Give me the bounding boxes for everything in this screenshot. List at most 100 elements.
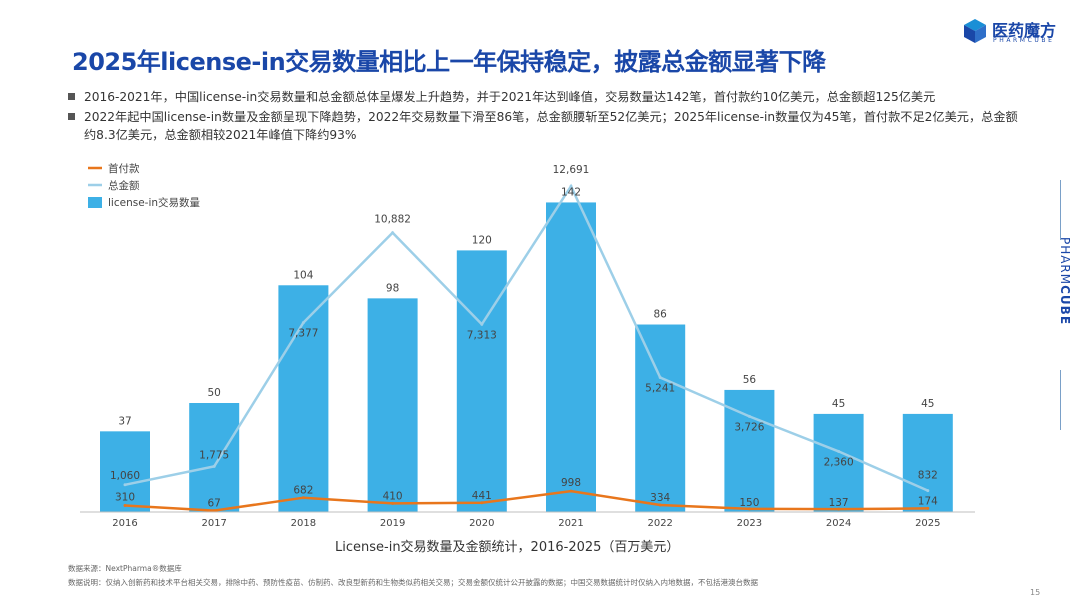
x-tick-2023: 2023 — [737, 518, 762, 529]
bar-2019 — [367, 298, 418, 512]
bar-2017 — [189, 403, 240, 512]
count-label-2023: 56 — [743, 374, 757, 386]
side-divider — [1060, 180, 1061, 240]
bullet-item: 2022年起中国license-in数量及金额呈现下降趋势，2022年交易数量下… — [68, 108, 1018, 144]
upfront-point-2016 — [123, 504, 127, 507]
total-point-2023 — [747, 414, 751, 418]
total-label-2016: 1,060 — [110, 470, 140, 482]
upfront-label-2023: 150 — [739, 497, 759, 509]
pharmcube-logo: 医药魔方 PHARMCUBE — [962, 16, 1062, 50]
upfront-label-2017: 67 — [208, 498, 221, 510]
bullet-square-icon — [68, 113, 75, 120]
upfront-label-2018: 682 — [293, 485, 313, 497]
summary-bullets: 2016-2021年，中国license-in交易数量和总金额总体呈爆发上升趋势… — [68, 88, 1018, 146]
upfront-label-2016: 310 — [115, 492, 135, 504]
upfront-point-2022 — [658, 503, 662, 507]
total-point-2016 — [123, 483, 127, 487]
count-label-2021: 142 — [561, 186, 581, 198]
upfront-label-2022: 334 — [650, 492, 670, 504]
bar-2018 — [278, 285, 329, 512]
x-tick-2022: 2022 — [647, 518, 672, 529]
bullet-text: 2022年起中国license-in数量及金额呈现下降趋势，2022年交易数量下… — [84, 110, 1018, 142]
total-label-2023: 3,726 — [734, 421, 764, 433]
logo-subtext: PHARMCUBE — [993, 37, 1055, 44]
cube-logo-icon — [964, 19, 986, 43]
upfront-line — [124, 489, 928, 512]
total-label-2021: 12,691 — [553, 164, 590, 176]
count-label-2025: 45 — [921, 398, 934, 410]
upfront-point-2017 — [212, 509, 216, 513]
total-label-2022: 5,241 — [645, 382, 675, 394]
total-label-2017: 1,775 — [199, 449, 229, 461]
x-tick-2016: 2016 — [112, 518, 137, 529]
total-label-2019: 10,882 — [374, 214, 411, 226]
upfront-point-2024 — [837, 507, 841, 511]
count-label-2022: 86 — [654, 309, 668, 321]
x-tick-2025: 2025 — [915, 518, 940, 529]
count-label-2018: 104 — [293, 269, 313, 281]
side-brand-text: PHARMCUBE — [1058, 236, 1072, 326]
upfront-point-2025 — [926, 506, 930, 510]
total-point-2025 — [926, 489, 930, 493]
total-label-2018: 7,377 — [288, 328, 318, 340]
bar-2022 — [635, 324, 686, 512]
x-tick-2017: 2017 — [201, 518, 226, 529]
bar-2020 — [456, 250, 507, 512]
total-point-2021 — [569, 184, 573, 188]
side-brand: PHARMCUBE — [1050, 180, 1072, 430]
bullet-square-icon — [68, 93, 75, 100]
total-label-2024: 2,360 — [824, 456, 854, 468]
bar-2021 — [546, 202, 596, 512]
upfront-point-2021 — [569, 489, 573, 493]
count-label-2024: 45 — [832, 398, 845, 410]
total-point-2020 — [480, 322, 484, 326]
total-amount-line — [124, 183, 929, 492]
bar-2016 — [100, 431, 150, 512]
upfront-label-2020: 441 — [472, 490, 492, 502]
upfront-point-2018 — [301, 496, 305, 500]
data-source: 数据来源：NextPharma®数据库 — [68, 564, 182, 573]
chart-caption: License-in交易数量及金额统计，2016-2025（百万美元） — [335, 540, 680, 555]
page-title: 2025年license-in交易数量相比上一年保持稳定，披露总金额显著下降 — [72, 48, 826, 76]
upfront-point-2023 — [747, 507, 751, 511]
total-point-2019 — [391, 231, 395, 235]
upfront-point-2019 — [391, 501, 395, 505]
upfront-label-2025: 174 — [918, 495, 938, 507]
total-point-2024 — [837, 449, 841, 453]
upfront-label-2024: 137 — [829, 497, 849, 509]
x-tick-2024: 2024 — [826, 518, 851, 529]
upfront-label-2021: 998 — [561, 477, 581, 489]
bar-2024 — [813, 413, 864, 512]
data-labels: 37 50 104 98 120 142 86 56 45 45 1,060 1,775 7,377 10… — [110, 164, 938, 509]
page-number: 15 — [1030, 588, 1041, 597]
count-label-2020: 120 — [472, 234, 492, 246]
bullet-text: 2016-2021年，中国license-in交易数量和总金额总体呈爆发上升趋势… — [84, 90, 936, 104]
count-label-2016: 37 — [118, 415, 131, 427]
total-label-2025: 832 — [918, 470, 938, 482]
count-label-2019: 98 — [386, 282, 399, 294]
legend-total-label: 总金额 — [108, 179, 140, 192]
line-series — [123, 183, 930, 513]
x-tick-2021: 2021 — [558, 518, 583, 529]
data-note: 数据说明：仅纳入创新药和技术平台相关交易，排除中药、预防性疫苗、仿制药、改良型新… — [68, 578, 758, 587]
x-axis: 2016 2017 2018 2019 2020 2021 2022 2023 2024 2025 — [80, 511, 975, 529]
total-point-2022 — [658, 376, 662, 379]
total-label-2020: 7,313 — [467, 329, 497, 341]
legend-count-swatch — [88, 197, 102, 208]
legend-count-label: license-in交易数量 — [108, 196, 201, 209]
upfront-point-2020 — [480, 501, 484, 505]
total-point-2018 — [301, 321, 305, 325]
upfront-label-2019: 410 — [383, 490, 403, 502]
x-tick-2018: 2018 — [291, 518, 316, 529]
total-point-2017 — [212, 464, 216, 468]
x-tick-2020: 2020 — [469, 518, 494, 529]
bullet-item: 2016-2021年，中国license-in交易数量和总金额总体呈爆发上升趋势… — [68, 88, 1018, 106]
side-divider — [1060, 370, 1061, 430]
logo-text: 医药魔方 — [992, 21, 1057, 40]
count-label-2017: 50 — [208, 387, 221, 399]
x-tick-2019: 2019 — [380, 518, 405, 529]
bar-2025 — [902, 413, 953, 512]
legend-upfront-label: 首付款 — [108, 162, 140, 175]
